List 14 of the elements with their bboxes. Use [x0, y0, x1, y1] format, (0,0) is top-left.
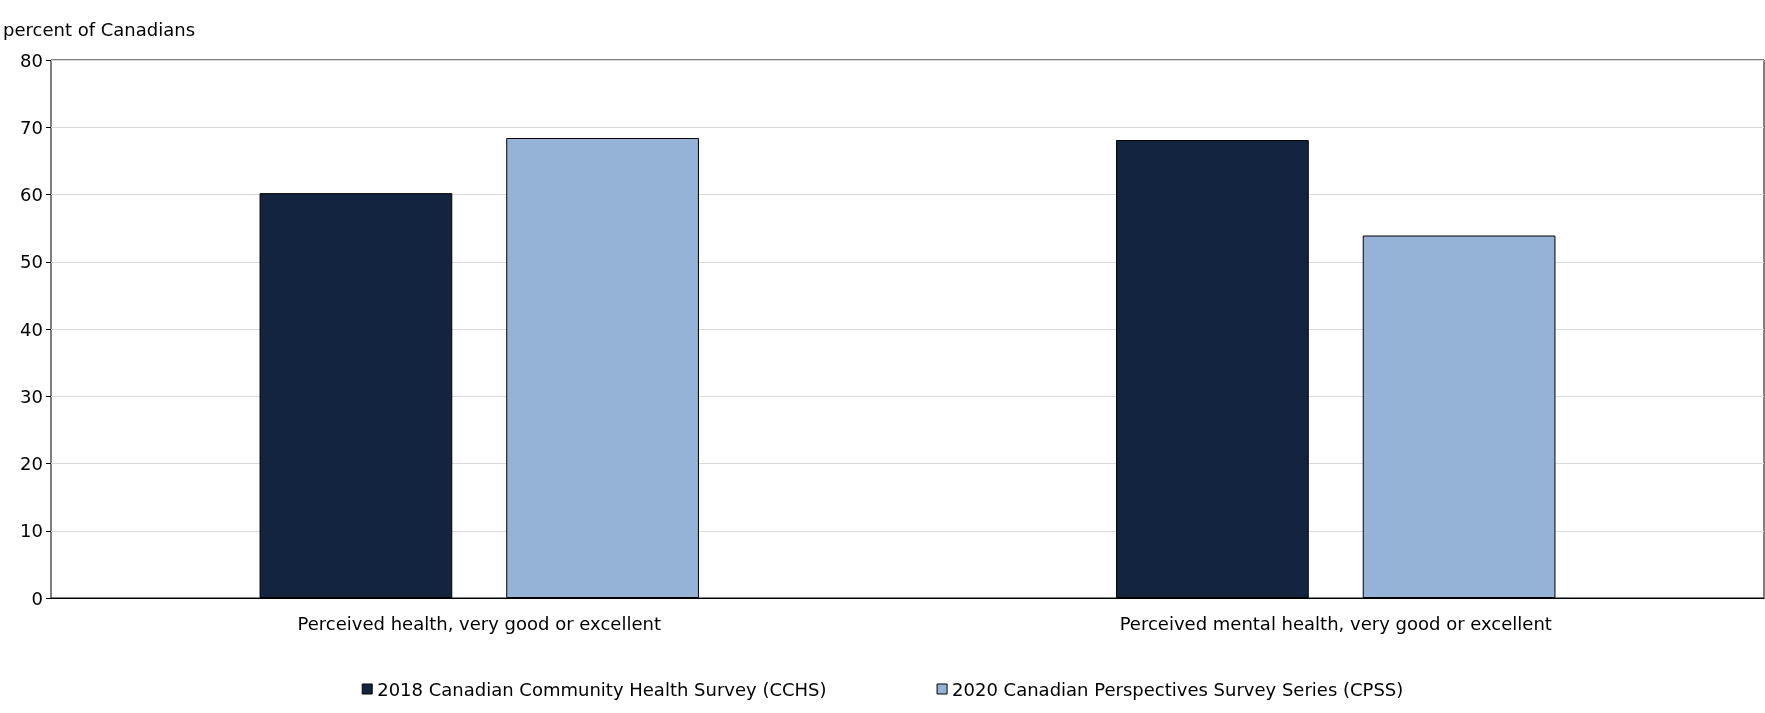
y-tick-label: 70 — [20, 116, 43, 138]
x-tick-label: Perceived health, very good or excellent — [297, 612, 661, 634]
y-axis-title: percent of Canadians — [3, 18, 196, 40]
y-tick-label: 80 — [20, 49, 43, 71]
y-tick-label: 60 — [20, 184, 43, 205]
y-tick-label: 30 — [20, 385, 43, 407]
legend-label: 2020 Canadian Perspectives Survey Series (CPSS) — [952, 678, 1404, 700]
y-tick-label: 10 — [20, 520, 43, 542]
y-tick-label: 20 — [20, 453, 43, 474]
y-tick-label: 0 — [31, 587, 43, 609]
y-tick-label: 50 — [20, 251, 43, 273]
y-tick-label: 40 — [20, 318, 43, 340]
legend-label: 2018 Canadian Community Health Survey (CCHS) — [377, 678, 827, 700]
x-tick-label: Perceived mental health, very good or excellent — [1119, 612, 1552, 634]
